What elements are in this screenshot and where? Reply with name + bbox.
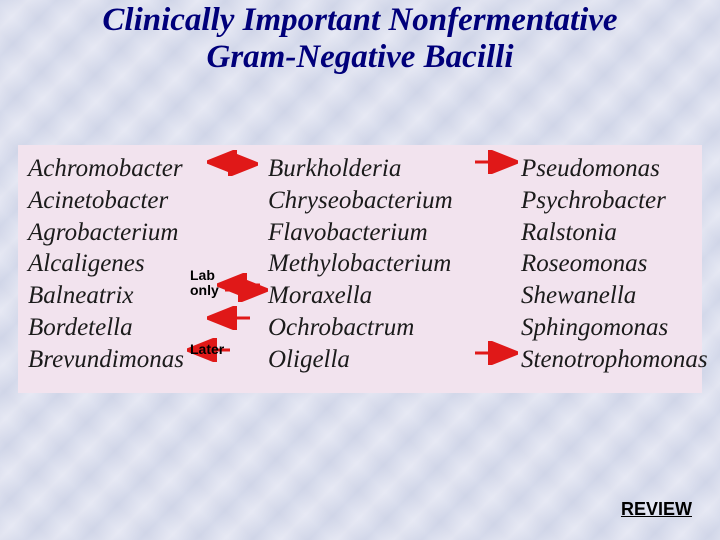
genus-item: Psychrobacter (521, 185, 708, 217)
title-line-2: Gram-Negative Bacilli (206, 39, 513, 75)
genus-item: Ochrobactrum (268, 312, 453, 344)
genus-item: Chryseobacterium (268, 185, 453, 217)
genus-item: Burkholderia (268, 153, 453, 185)
slide: Clinically Important Nonfermentative Gra… (0, 0, 720, 540)
genus-item: Ralstonia (521, 217, 708, 249)
genus-item: Alcaligenes (28, 248, 184, 280)
genus-item: Bordetella (28, 312, 184, 344)
genus-item: Achromobacter (28, 153, 184, 185)
label-lab-only: Labonly (190, 268, 219, 297)
genus-panel: AchromobacterAcinetobacterAgrobacteriumA… (18, 145, 702, 393)
genus-column-3: PseudomonasPsychrobacterRalstoniaRoseomo… (521, 153, 708, 375)
genus-item: Agrobacterium (28, 217, 184, 249)
genus-item: Shewanella (521, 280, 708, 312)
genus-item: Roseomonas (521, 248, 708, 280)
genus-column-1: AchromobacterAcinetobacterAgrobacteriumA… (28, 153, 184, 375)
slide-title: Clinically Important Nonfermentative Gra… (0, 2, 720, 76)
genus-item: Oligella (268, 344, 453, 376)
genus-item: Methylobacterium (268, 248, 453, 280)
genus-item: Moraxella (268, 280, 453, 312)
review-link[interactable]: REVIEW (621, 499, 692, 520)
genus-item: Balneatrix (28, 280, 184, 312)
genus-item: Stenotrophomonas (521, 344, 708, 376)
genus-item: Flavobacterium (268, 217, 453, 249)
genus-item: Sphingomonas (521, 312, 708, 344)
genus-item: Acinetobacter (28, 185, 184, 217)
genus-item: Pseudomonas (521, 153, 708, 185)
genus-item: Brevundimonas (28, 344, 184, 376)
title-line-1: Clinically Important Nonfermentative (102, 2, 617, 38)
genus-column-2: BurkholderiaChryseobacteriumFlavobacteri… (268, 153, 453, 375)
label-later: Later (190, 342, 224, 357)
